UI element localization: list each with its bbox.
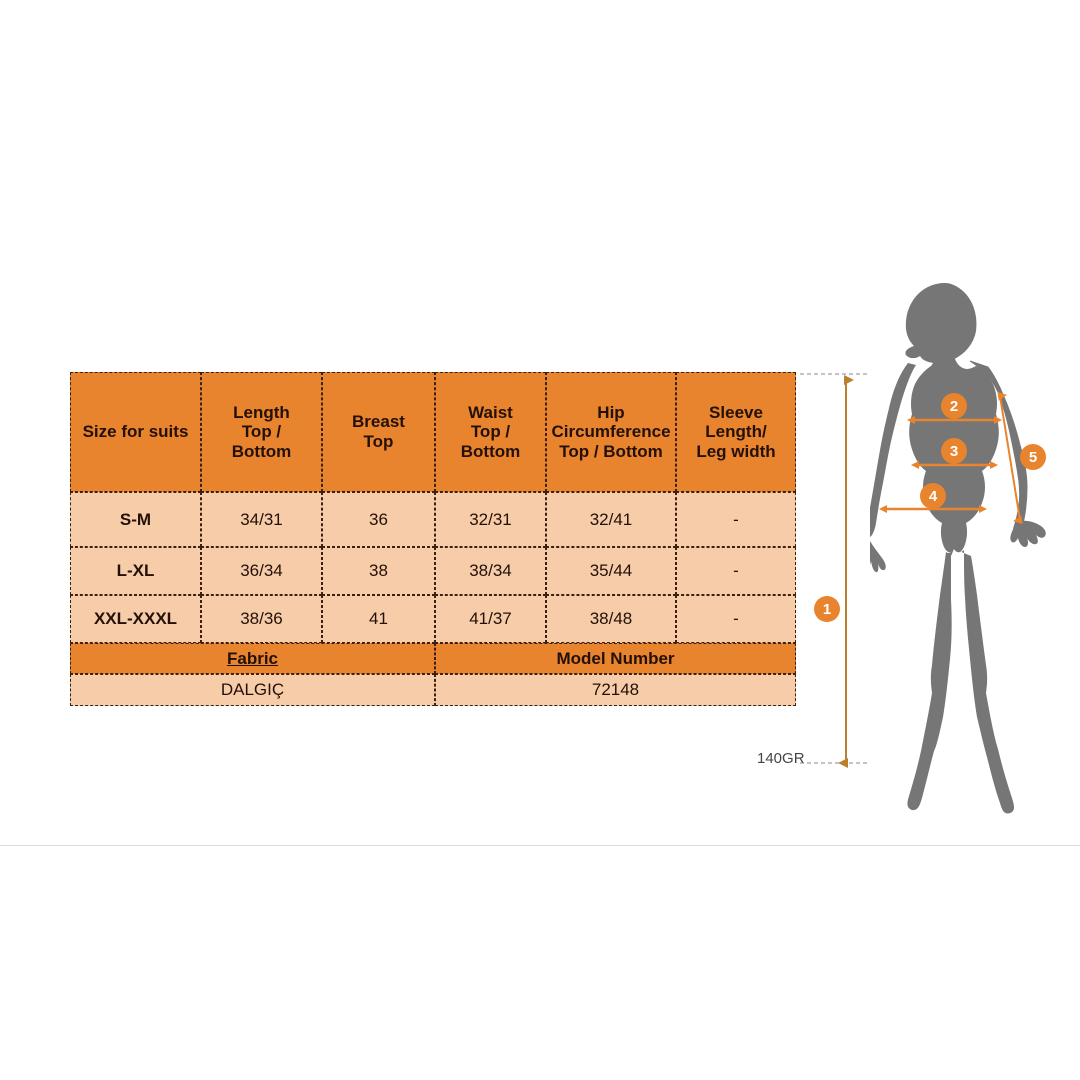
- svg-text:1: 1: [823, 601, 831, 618]
- svg-text:5: 5: [1029, 449, 1037, 466]
- svg-text:3: 3: [950, 443, 958, 460]
- svg-text:4: 4: [929, 488, 938, 505]
- svg-text:2: 2: [950, 398, 958, 415]
